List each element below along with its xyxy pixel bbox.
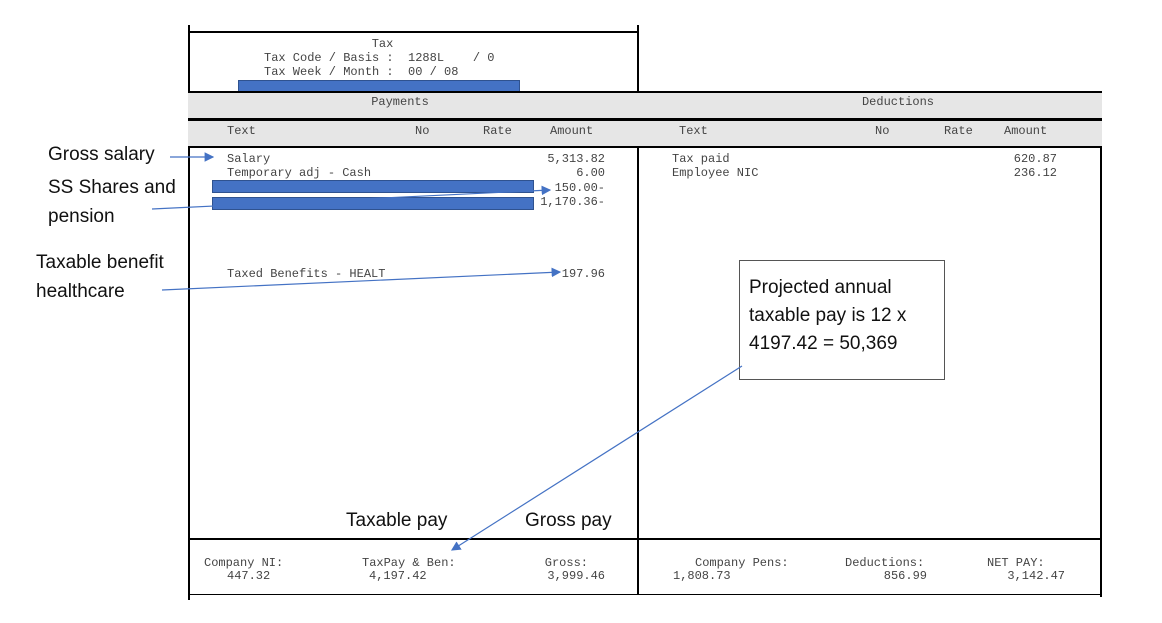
deduction-row-amount: 236.12: [1013, 166, 1057, 180]
deduction-row-amount: 620.87: [1013, 152, 1057, 166]
deduction-row-text: Tax paid: [672, 152, 730, 166]
payment-row-text: Salary: [227, 152, 271, 166]
deductions-total-label: Deductions:: [845, 556, 925, 570]
payment-row-text: Temporary adj - Cash: [227, 166, 372, 180]
tax-code-line: Tax Code / Basis : 1288L / 0: [264, 51, 495, 65]
payments-col-rate: Rate: [483, 124, 512, 138]
deductions-heading: Deductions: [861, 95, 934, 109]
annotation-taxable-pay: Taxable pay: [346, 510, 448, 531]
payment-row-amount: 5,313.82: [547, 152, 605, 166]
payments-col-text: Text: [227, 124, 256, 138]
callout-line: taxable pay is 12 x: [749, 305, 907, 326]
deductions-col-amount: Amount: [1004, 124, 1048, 138]
annotation-taxable-benefit-line2: healthcare: [36, 281, 125, 302]
deductions-col-text: Text: [679, 124, 708, 138]
tax-title: Tax: [371, 37, 394, 51]
annotation-ss-shares-line1: SS Shares and: [48, 177, 176, 198]
payment-row-text: Taxed Benefits - HEALT: [227, 267, 386, 281]
payments-col-no: No: [415, 124, 430, 138]
deductions-col-rate: Rate: [944, 124, 973, 138]
payment-row-amount: 150.00-: [554, 181, 605, 195]
taxpay-value: 4,197.42: [369, 569, 427, 583]
totals-bottom-line: [188, 594, 1102, 595]
payments-heading: Payments: [371, 95, 429, 109]
net-pay-label: NET PAY:: [987, 556, 1045, 570]
redaction-bar: [212, 197, 534, 210]
redaction-bar: [212, 180, 534, 193]
annotation-ss-shares-line2: pension: [48, 206, 115, 227]
payment-row-amount: 1,170.36-: [540, 195, 605, 209]
net-pay-value: 3,142.47: [1007, 569, 1065, 583]
middle-divider: [637, 25, 639, 595]
deductions-col-no: No: [875, 124, 890, 138]
column-header-band: [188, 119, 1102, 148]
gross-label: Gross:: [544, 556, 588, 570]
taxpay-label: TaxPay & Ben:: [362, 556, 456, 570]
left-border: [188, 25, 190, 600]
payment-row-amount: 197.96: [561, 267, 605, 281]
deductions-total-value: 856.99: [883, 569, 927, 583]
company-ni-value: 447.32: [227, 569, 271, 583]
callout-line: 4197.42 = 50,369: [749, 333, 898, 354]
gross-value: 3,999.46: [547, 569, 605, 583]
section-header-band: [188, 91, 1102, 120]
callout-box: Projected annual taxable pay is 12 x 419…: [739, 260, 945, 380]
annotation-taxable-benefit-line1: Taxable benefit: [36, 252, 164, 273]
payments-col-amount: Amount: [550, 124, 594, 138]
annotation-gross-salary: Gross salary: [48, 144, 155, 165]
right-border: [1100, 92, 1102, 597]
tax-week-line: Tax Week / Month : 00 / 08: [264, 65, 459, 79]
tax-box-top-line: [188, 31, 639, 33]
totals-top-line: [188, 538, 1102, 540]
company-pens-value: 1,808.73: [673, 569, 731, 583]
annotation-gross-pay: Gross pay: [525, 510, 612, 531]
deduction-row-text: Employee NIC: [672, 166, 759, 180]
company-ni-label: Company NI:: [204, 556, 284, 570]
callout-line: Projected annual: [749, 277, 892, 298]
payment-row-amount: 6.00: [576, 166, 605, 180]
company-pens-label: Company Pens:: [695, 556, 789, 570]
